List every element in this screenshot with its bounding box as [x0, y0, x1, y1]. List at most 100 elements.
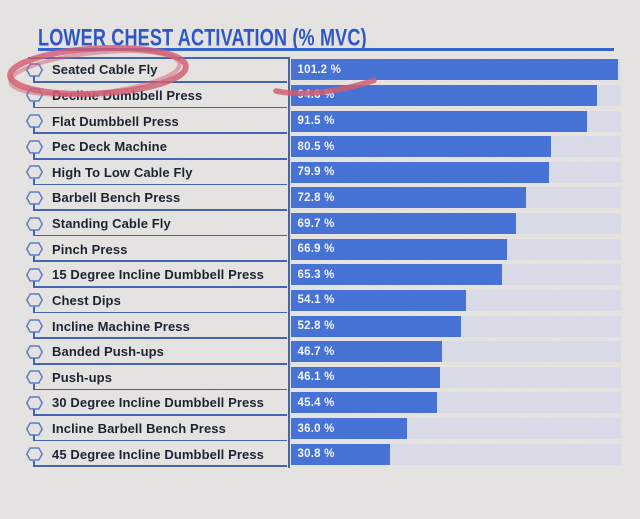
- bar-fill: 79.9 %: [290, 161, 549, 183]
- bar-value-label: 72.8 %: [297, 191, 335, 204]
- bar-cell: 54.1 %: [288, 288, 625, 314]
- table-row: Pinch Press 66.9 %: [25, 236, 625, 262]
- hexagon-bullet-icon: [26, 293, 43, 308]
- bar-fill: 46.1 %: [290, 366, 440, 388]
- hexagon-bullet-icon: [26, 396, 43, 410]
- table-row: Barbell Bench Press 72.8 %: [25, 185, 625, 211]
- hexagon-bullet-icon: [26, 370, 43, 385]
- bar-cell: 72.8 %: [288, 185, 625, 211]
- title-underline: [38, 48, 614, 51]
- bar-fill: 94.6 %: [290, 84, 597, 106]
- exercise-label-cell: 45 Degree Incline Dumbbell Press: [25, 441, 288, 467]
- hexagon-bullet-icon: [26, 344, 43, 359]
- bar-fill: 36.0 %: [290, 418, 407, 440]
- bar-fill: 91.5 %: [290, 110, 587, 132]
- bar-track: 46.1 %: [290, 366, 621, 388]
- exercise-label-cell: Pec Deck Machine: [25, 134, 288, 160]
- bar-track: 52.8 %: [290, 315, 621, 337]
- hexagon-bullet-icon: [26, 63, 43, 77]
- bar-value-label: 79.9 %: [297, 166, 335, 179]
- bar-value-label: 94.6 %: [297, 89, 335, 102]
- exercise-name: 30 Degree Incline Dumbbell Press: [52, 395, 265, 411]
- bar-fill: 45.4 %: [290, 392, 438, 414]
- exercise-name: High To Low Cable Fly: [52, 164, 193, 180]
- bar-cell: 65.3 %: [288, 262, 625, 288]
- bar-fill: 30.8 %: [290, 443, 391, 465]
- table-row: Standing Cable Fly 69.7 %: [25, 211, 625, 237]
- bar-fill: 52.8 %: [290, 315, 462, 337]
- hexagon-bullet-icon: [26, 165, 43, 180]
- exercise-label-cell: Incline Machine Press: [25, 313, 288, 339]
- bar-cell: 101.2 %: [288, 57, 625, 83]
- exercise-label-cell: 15 Degree Incline Dumbbell Press: [25, 262, 288, 288]
- bar-cell: 66.9 %: [288, 236, 625, 262]
- bar-cell: 80.5 %: [288, 134, 625, 160]
- exercise-label-cell: Pinch Press: [25, 236, 288, 262]
- table-row: 45 Degree Incline Dumbbell Press 30.8 %: [25, 441, 625, 467]
- bar-fill: 101.2 %: [290, 59, 618, 81]
- table-row: Incline Barbell Bench Press 36.0 %: [25, 416, 625, 442]
- table-row: Chest Dips 54.1 %: [25, 288, 625, 314]
- table-row: Pec Deck Machine 80.5 %: [25, 134, 625, 160]
- table-row: Incline Machine Press 52.8 %: [25, 313, 625, 339]
- table-row: 30 Degree Incline Dumbbell Press 45.4 %: [25, 390, 625, 416]
- exercise-label-cell: Seated Cable Fly: [25, 57, 288, 83]
- bar-fill: 54.1 %: [290, 289, 466, 311]
- table-row: Banded Push-ups 46.7 %: [25, 339, 625, 365]
- bar-cell: 52.8 %: [288, 313, 625, 339]
- exercise-label-cell: High To Low Cable Fly: [25, 160, 288, 186]
- bar-track: 30.8 %: [290, 443, 621, 465]
- bar-value-label: 45.4 %: [297, 396, 335, 409]
- hexagon-bullet-icon: [26, 447, 43, 461]
- bar-value-label: 101.2 %: [297, 63, 342, 76]
- bar-value-label: 46.7 %: [297, 345, 335, 358]
- bar-value-label: 54.1 %: [297, 294, 335, 307]
- bar-cell: 46.7 %: [288, 339, 625, 365]
- exercise-name: Incline Barbell Bench Press: [52, 421, 226, 437]
- bar-fill: 65.3 %: [290, 264, 502, 286]
- page-title: LOWER CHEST ACTIVATION (% MVC): [38, 22, 429, 51]
- exercise-label-cell: Incline Barbell Bench Press: [25, 416, 288, 442]
- exercise-label-cell: Standing Cable Fly: [25, 211, 288, 237]
- exercise-name: Pec Deck Machine: [52, 139, 168, 155]
- hexagon-bullet-icon: [26, 268, 43, 282]
- bar-value-label: 36.0 %: [297, 422, 335, 435]
- bar-cell: 30.8 %: [288, 441, 625, 467]
- hexagon-bullet-icon: [26, 319, 43, 333]
- exercise-label-cell: Banded Push-ups: [25, 339, 288, 365]
- bar-fill: 80.5 %: [290, 136, 551, 158]
- hexagon-bullet-icon: [26, 216, 43, 231]
- exercise-label-cell: Push-ups: [25, 365, 288, 391]
- exercise-name: Barbell Bench Press: [52, 190, 181, 206]
- bar-value-label: 65.3 %: [297, 268, 335, 281]
- exercise-label-cell: Barbell Bench Press: [25, 185, 288, 211]
- exercise-name: Incline Machine Press: [52, 318, 190, 334]
- bar-track: 69.7 %: [290, 213, 621, 235]
- hexagon-bullet-icon: [26, 114, 43, 128]
- exercise-name: Decline Dumbbell Press: [52, 87, 203, 103]
- hexagon-bullet-icon: [26, 88, 43, 103]
- exercise-name: Pinch Press: [52, 241, 128, 257]
- bar-value-label: 52.8 %: [297, 320, 335, 333]
- exercise-label-cell: 30 Degree Incline Dumbbell Press: [25, 390, 288, 416]
- bar-track: 91.5 %: [290, 110, 621, 132]
- exercise-label-cell: Chest Dips: [25, 288, 288, 314]
- bar-cell: 36.0 %: [288, 416, 625, 442]
- hexagon-bullet-icon: [26, 139, 43, 154]
- hexagon-bullet-icon: [26, 421, 43, 436]
- exercise-name: Seated Cable Fly: [52, 62, 158, 78]
- bar-track: 46.7 %: [290, 341, 621, 363]
- exercise-name: 45 Degree Incline Dumbbell Press: [52, 446, 265, 462]
- bar-track: 94.6 %: [290, 84, 621, 106]
- bar-fill: 69.7 %: [290, 213, 516, 235]
- exercise-name: Banded Push-ups: [52, 344, 165, 360]
- bar-track: 36.0 %: [290, 418, 621, 440]
- bar-track: 66.9 %: [290, 238, 621, 260]
- bar-track: 79.9 %: [290, 161, 621, 183]
- exercise-name: Flat Dumbbell Press: [52, 113, 179, 129]
- bar-cell: 45.4 %: [288, 390, 625, 416]
- bar-cell: 91.5 %: [288, 108, 625, 134]
- exercise-name: 15 Degree Incline Dumbbell Press: [52, 267, 265, 283]
- exercise-label-cell: Decline Dumbbell Press: [25, 83, 288, 109]
